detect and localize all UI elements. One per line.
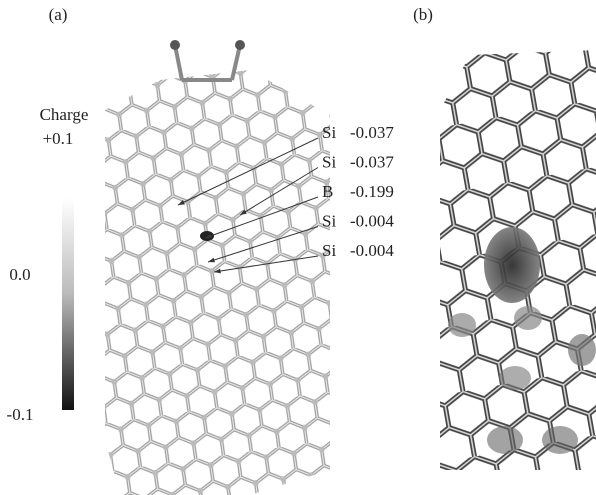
panel-label: (b) xyxy=(413,5,433,24)
atom-element: B xyxy=(322,182,333,201)
atom-charge: -0.004 xyxy=(350,241,394,260)
colorbar-title: Charge xyxy=(40,105,89,124)
colorbar-label: -0.1 xyxy=(7,405,34,424)
atom-charge: -0.037 xyxy=(350,123,394,142)
figure: (a) (b) Charge +0.1 0.0 -0.1 Si-0.037Si-… xyxy=(0,0,596,495)
atom-charge: -0.037 xyxy=(350,152,394,171)
atom-charge: -0.004 xyxy=(350,211,394,230)
atom-element: Si xyxy=(322,211,336,230)
colorbar xyxy=(62,198,74,410)
structure-a xyxy=(105,40,330,495)
atom-element: Si xyxy=(322,123,336,142)
colorbar-label: 0.0 xyxy=(9,265,30,284)
structure-b xyxy=(440,50,596,470)
panel-label: (a) xyxy=(49,5,68,24)
atom-element: Si xyxy=(322,152,336,171)
colorbar-label: +0.1 xyxy=(43,129,74,148)
atom-element: Si xyxy=(322,241,336,260)
atom-charge: -0.199 xyxy=(350,182,394,201)
